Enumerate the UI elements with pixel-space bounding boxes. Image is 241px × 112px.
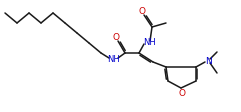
Text: NH: NH [144,38,156,47]
Text: NH: NH [108,55,120,64]
Text: O: O [113,33,120,42]
Text: N: N [205,57,211,66]
Text: O: O [139,7,146,16]
Text: O: O [179,89,186,98]
